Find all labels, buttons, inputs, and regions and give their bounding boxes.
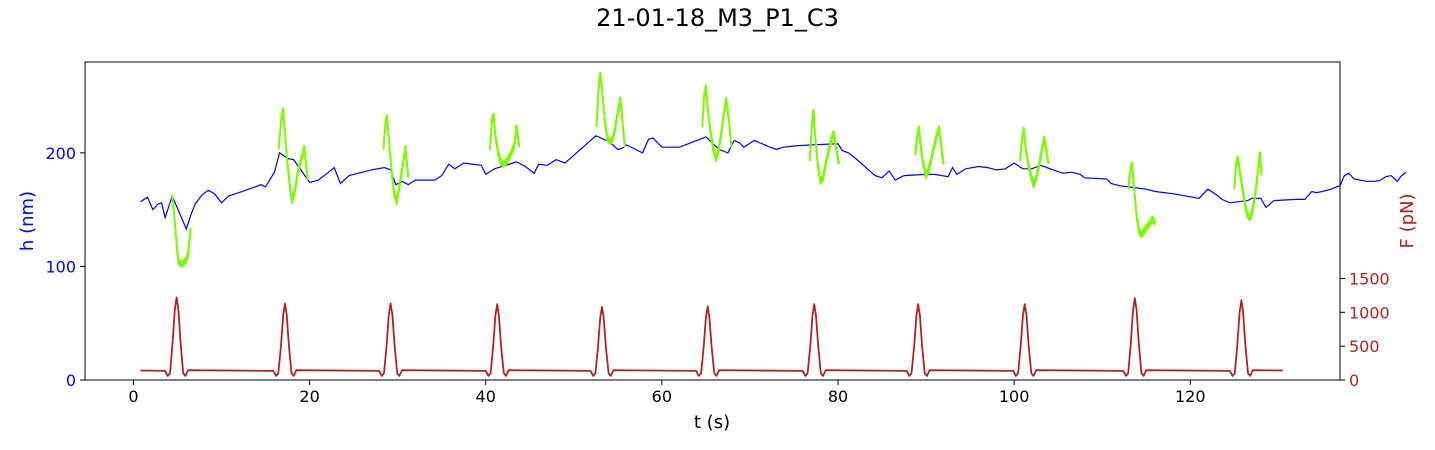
height-highlight-segment xyxy=(914,125,945,180)
height-highlight-segment xyxy=(595,71,626,148)
y-right-tick-label: 1500 xyxy=(1349,270,1390,289)
chart-title: 21-01-18_M3_P1_C3 xyxy=(596,4,839,32)
x-tick-label: 0 xyxy=(128,387,138,406)
plot-area xyxy=(140,71,1407,377)
y-left-tick-label: 100 xyxy=(45,257,76,276)
height-highlight-segment xyxy=(277,107,309,205)
x-axis-label: t (s) xyxy=(694,412,730,433)
height-highlight-segment xyxy=(701,84,733,162)
y-right-tick-label: 1000 xyxy=(1349,303,1390,322)
x-tick-label: 100 xyxy=(999,387,1030,406)
x-tick-label: 80 xyxy=(828,387,848,406)
y-left-tick-label: 200 xyxy=(45,144,76,163)
height-highlight-segment xyxy=(1233,151,1263,222)
x-tick-label: 20 xyxy=(299,387,319,406)
x-tick-label: 40 xyxy=(476,387,496,406)
height-highlight-segment xyxy=(171,194,192,268)
y-axis-left-label: h (nm) xyxy=(17,191,38,251)
height-highlight-segment xyxy=(489,112,521,168)
height-series-line xyxy=(140,135,1407,231)
height-highlight-segment xyxy=(1019,126,1050,189)
x-tick-label: 120 xyxy=(1175,387,1206,406)
height-highlight-segment xyxy=(808,108,840,185)
y-axis-right-label: F (pN) xyxy=(1397,193,1418,248)
y-left-tick-label: 0 xyxy=(66,371,76,390)
plot-frame xyxy=(84,61,1341,381)
height-highlight-segment xyxy=(382,114,410,206)
y-axis-right: 0 500 1000 1500 xyxy=(1340,270,1390,390)
x-axis: 0 20 40 60 80 100 120 xyxy=(128,380,1206,406)
y-right-tick-label: 0 xyxy=(1349,371,1359,390)
y-right-tick-label: 500 xyxy=(1349,337,1380,356)
height-highlight-segment xyxy=(1127,161,1157,239)
force-series-line xyxy=(140,296,1283,377)
y-axis-left: 0 100 200 xyxy=(45,144,85,390)
x-tick-label: 60 xyxy=(652,387,672,406)
